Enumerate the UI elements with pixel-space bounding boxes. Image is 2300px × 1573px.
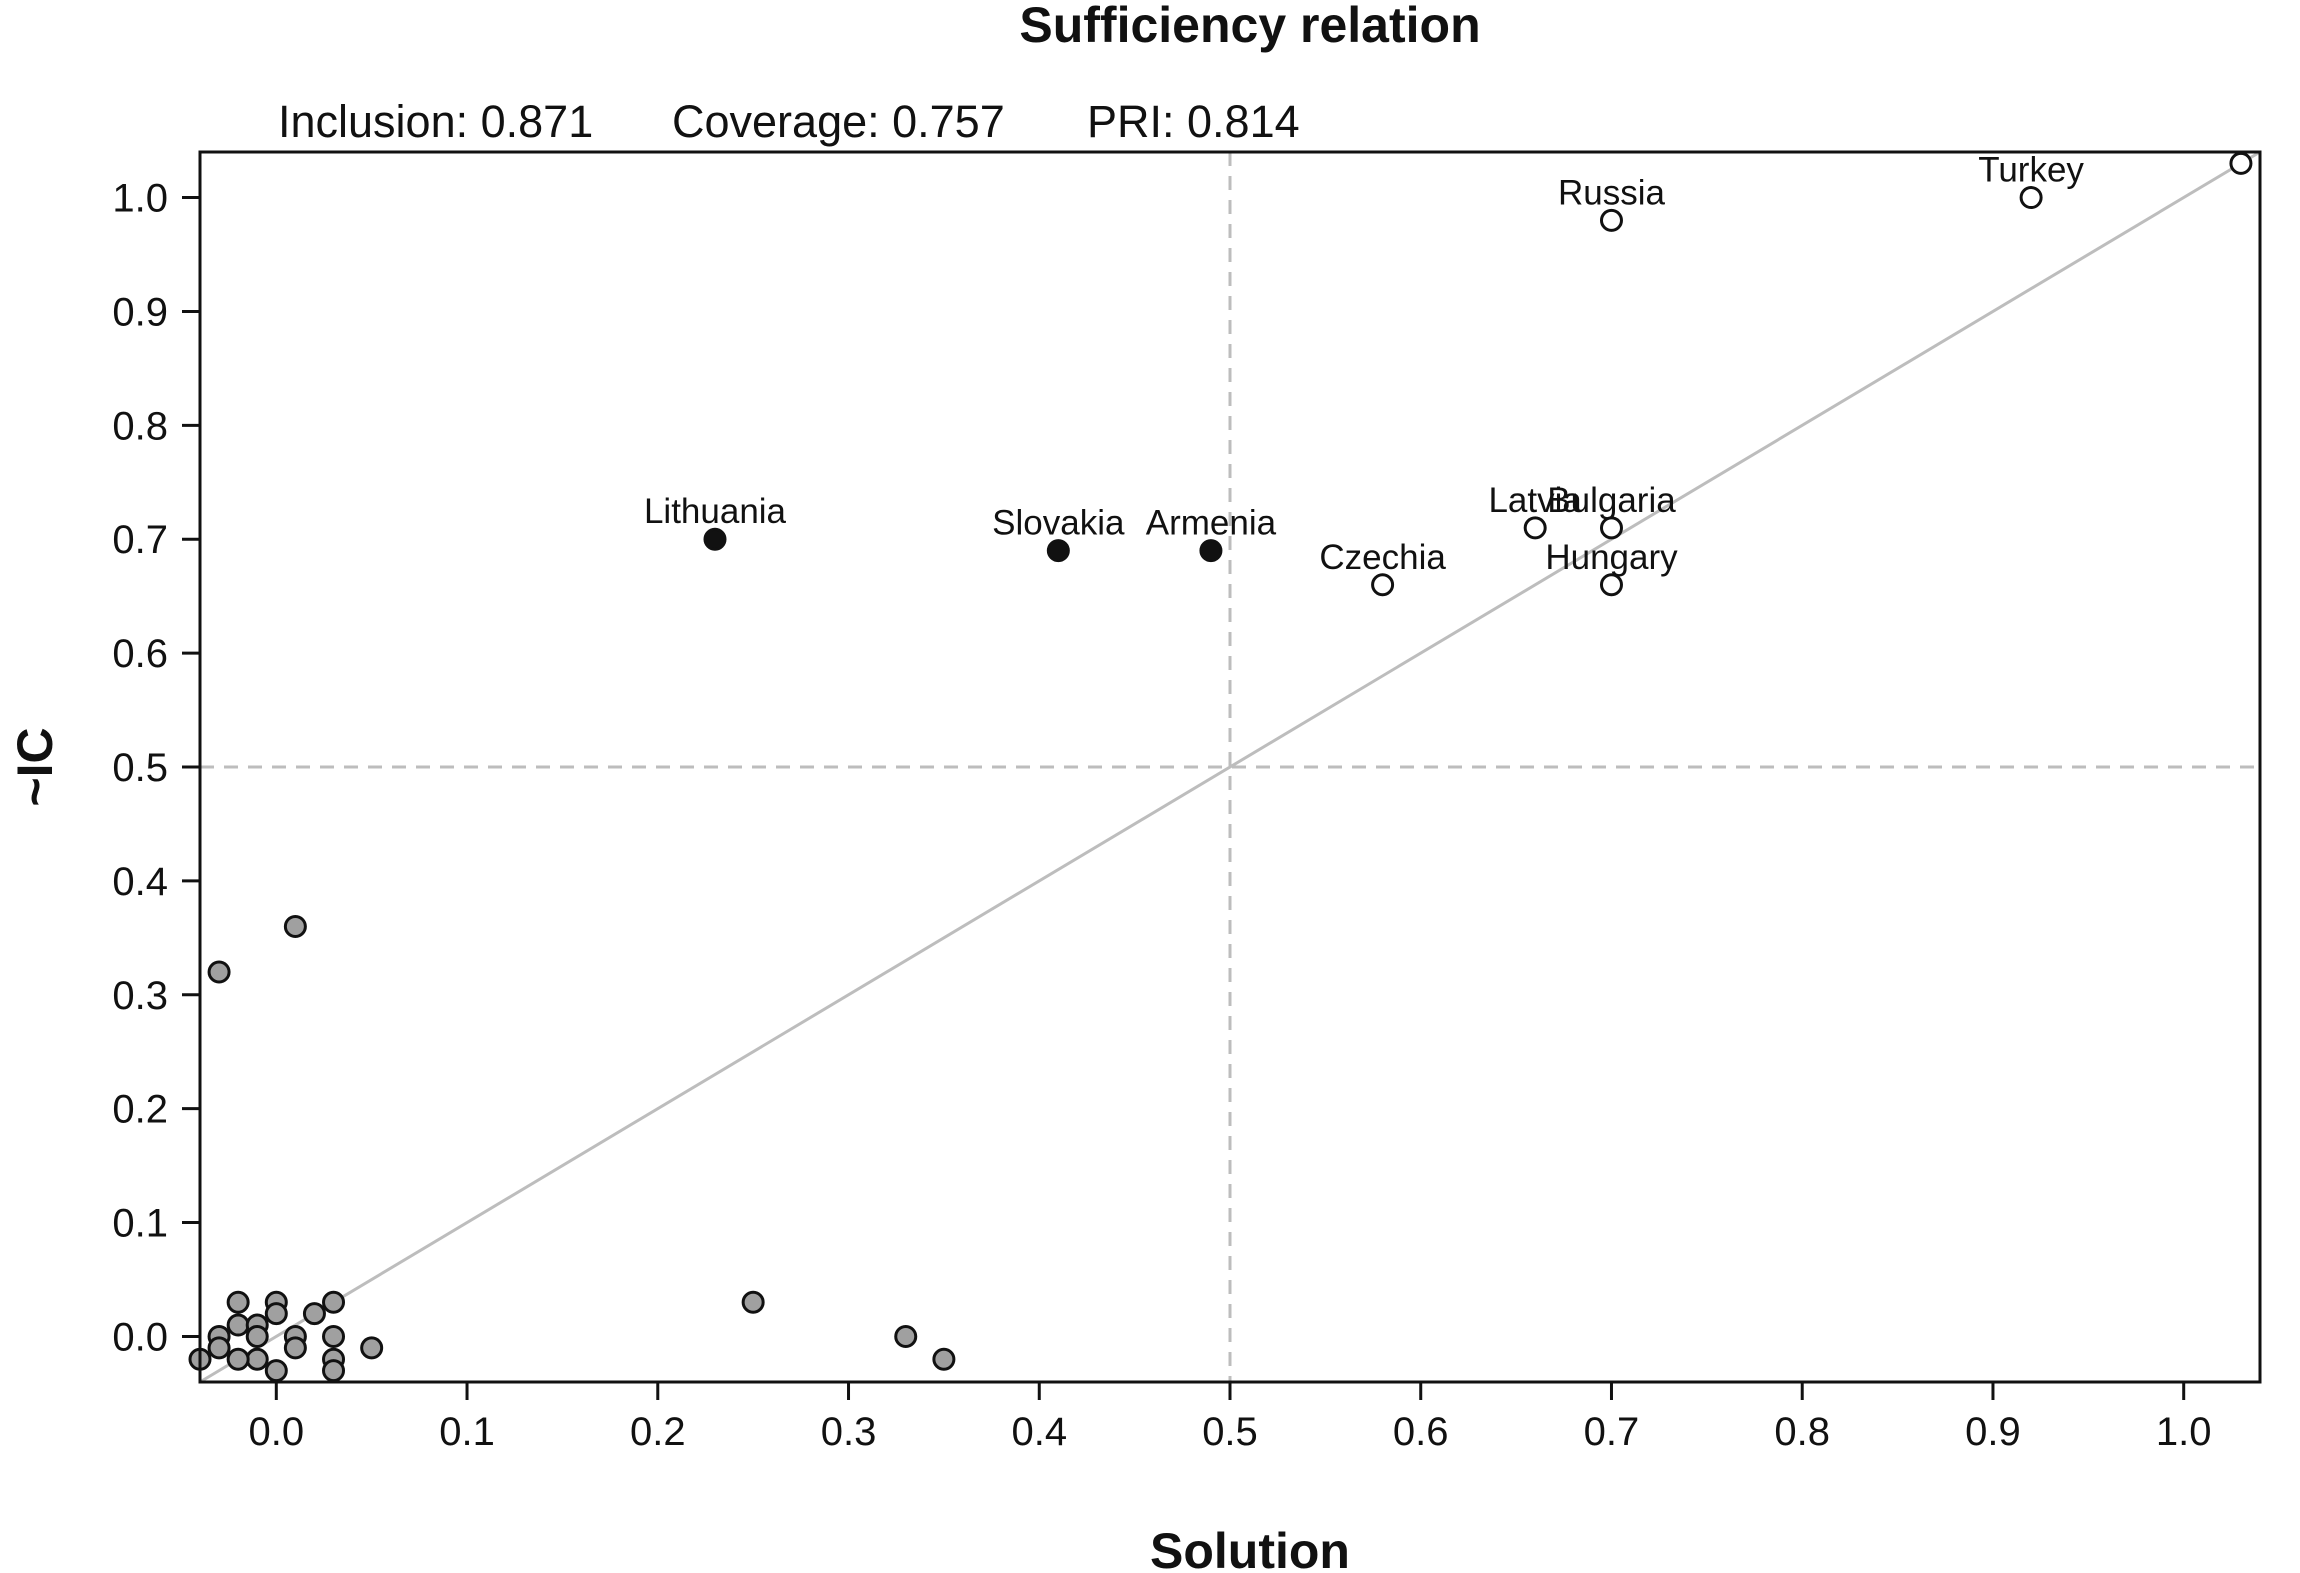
point-label-hungary: Hungary bbox=[1545, 538, 1678, 577]
x-tick-label: 0.9 bbox=[1965, 1410, 2021, 1454]
point-label-slovakia: Slovakia bbox=[992, 504, 1125, 543]
data-point bbox=[264, 1359, 288, 1383]
y-tick-label: 0.4 bbox=[112, 860, 168, 904]
data-point bbox=[741, 1290, 765, 1314]
subtitle-inclusion: Inclusion: 0.871 bbox=[278, 96, 593, 147]
subtitle-coverage: Coverage: 0.757 bbox=[672, 96, 1005, 147]
point-label-lithuania: Lithuania bbox=[644, 492, 787, 531]
x-axis-label: Solution bbox=[1150, 1523, 1350, 1573]
y-tick-label: 0.6 bbox=[112, 632, 168, 676]
data-point bbox=[322, 1290, 346, 1314]
data-point-turkey bbox=[2019, 186, 2043, 210]
data-point-russia bbox=[1599, 208, 1623, 232]
y-tick-label: 0.9 bbox=[112, 290, 168, 334]
data-point-armenia bbox=[1199, 539, 1223, 563]
data-point bbox=[283, 1336, 307, 1360]
data-point-hungary bbox=[1599, 573, 1623, 597]
x-tick-label: 0.7 bbox=[1584, 1410, 1640, 1454]
data-point bbox=[894, 1324, 918, 1348]
data-point bbox=[226, 1290, 250, 1314]
data-point-slovakia bbox=[1046, 539, 1070, 563]
y-tick-label: 0.1 bbox=[112, 1202, 168, 1246]
reference-lines bbox=[200, 152, 2260, 1382]
data-point bbox=[322, 1359, 346, 1383]
x-tick-label: 0.8 bbox=[1774, 1410, 1830, 1454]
data-point bbox=[360, 1336, 384, 1360]
data-point bbox=[226, 1347, 250, 1371]
data-point-latvia bbox=[1523, 516, 1547, 540]
point-label-latvia: Latvia bbox=[1488, 481, 1582, 520]
point-label-turkey: Turkey bbox=[1978, 151, 2084, 190]
data-point bbox=[302, 1302, 326, 1326]
x-tick-label: 0.3 bbox=[821, 1410, 877, 1454]
x-tick-label: 0.1 bbox=[439, 1410, 495, 1454]
x-axis-ticks: 0.0 0.1 0.2 0.3 0.4 0.5 0.6 0.7 0.8 0.9 1.0 bbox=[248, 1382, 2212, 1454]
x-tick-label: 0.2 bbox=[630, 1410, 686, 1454]
y-tick-label: 0.0 bbox=[112, 1315, 168, 1359]
data-point bbox=[245, 1324, 269, 1348]
subtitle-pri: PRI: 0.814 bbox=[1087, 96, 1300, 147]
point-labels: Lithuania Slovakia Armenia Czechia LatviaBul… bbox=[644, 151, 2084, 577]
point-label-armenia: Armenia bbox=[1146, 504, 1277, 543]
data-point bbox=[245, 1347, 269, 1371]
x-tick-label: 1.0 bbox=[2156, 1410, 2212, 1454]
x-tick-label: 0.0 bbox=[248, 1410, 304, 1454]
y-tick-label: 0.3 bbox=[112, 974, 168, 1018]
y-axis-ticks: 0.0 0.1 0.2 0.3 0.4 0.5 0.6 0.7 0.8 0.9 1.0 bbox=[112, 177, 200, 1359]
data-point bbox=[226, 1313, 250, 1337]
y-tick-label: 0.5 bbox=[112, 746, 168, 790]
data-point bbox=[207, 960, 231, 984]
y-tick-label: 0.2 bbox=[112, 1088, 168, 1132]
diagonal-line-group bbox=[199, 150, 2261, 1384]
y-tick-label: 0.7 bbox=[112, 518, 168, 562]
data-point bbox=[932, 1347, 956, 1371]
x-tick-label: 0.5 bbox=[1202, 1410, 1258, 1454]
diagonal-line bbox=[199, 150, 2261, 1384]
y-tick-label: 0.8 bbox=[112, 404, 168, 448]
y-tick-label: 1.0 bbox=[112, 177, 168, 221]
data-points bbox=[188, 151, 2253, 1383]
data-point bbox=[322, 1324, 346, 1348]
point-label-russia: Russia bbox=[1558, 173, 1666, 212]
x-tick-label: 0.4 bbox=[1011, 1410, 1067, 1454]
data-point-lithuania bbox=[703, 527, 727, 551]
data-point-czechia bbox=[1371, 573, 1395, 597]
point-label-bulgaria: Bulgaria bbox=[1547, 481, 1676, 520]
data-point bbox=[264, 1302, 288, 1326]
data-point bbox=[283, 914, 307, 938]
data-point-bulgaria bbox=[1599, 516, 1623, 540]
data-point bbox=[207, 1336, 231, 1360]
y-axis-label: ~IC bbox=[7, 727, 63, 806]
x-tick-label: 0.6 bbox=[1393, 1410, 1449, 1454]
data-point bbox=[2229, 151, 2253, 175]
point-label-czechia: Czechia bbox=[1319, 538, 1446, 577]
chart-title: Sufficiency relation bbox=[1019, 0, 1480, 53]
